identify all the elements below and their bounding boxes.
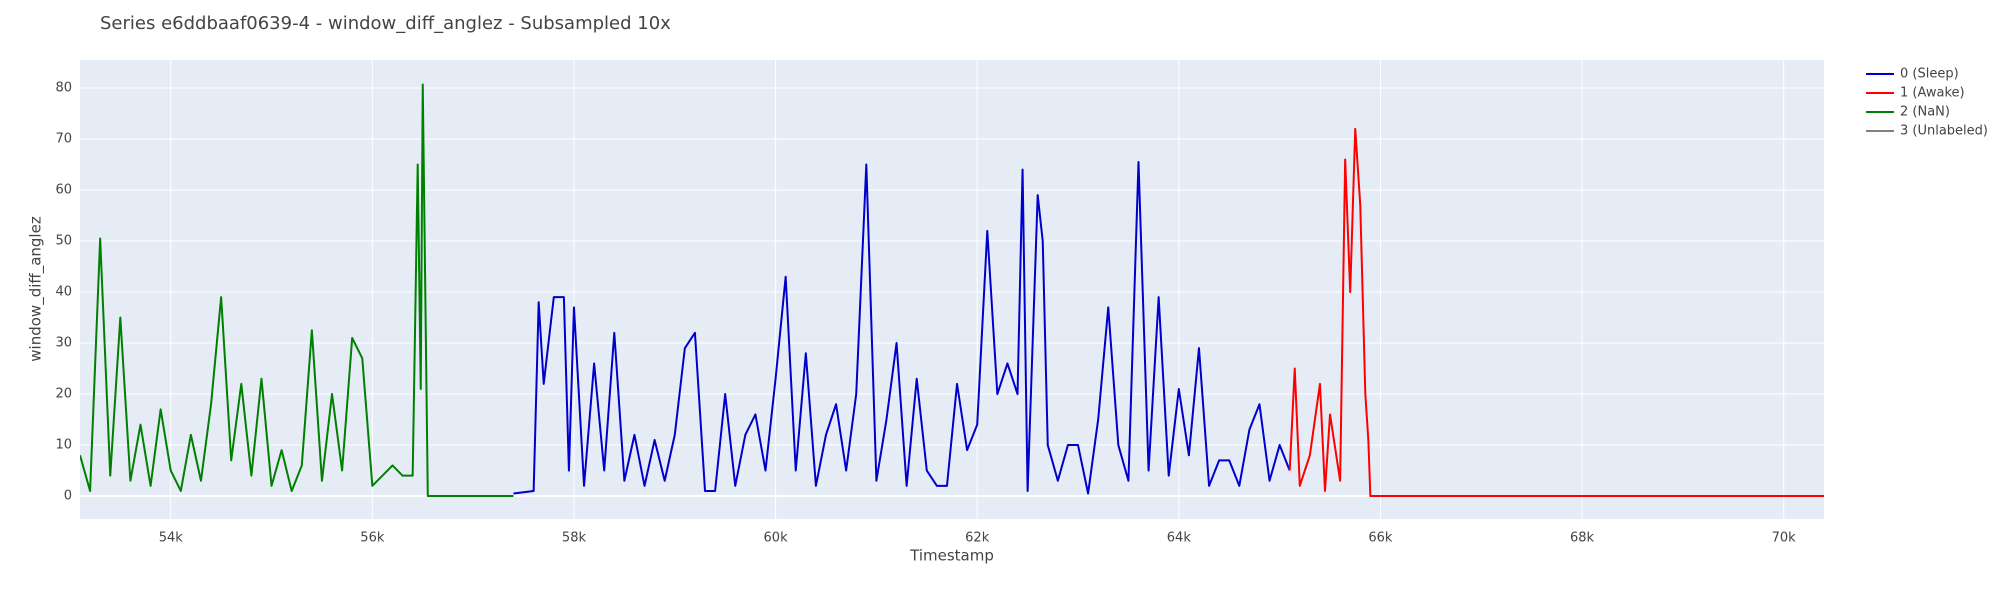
- legend-label: 0 (Sleep): [1900, 67, 1959, 82]
- y-tick-label: 20: [55, 387, 72, 402]
- x-tick-label: 66k: [1368, 531, 1393, 546]
- x-tick-label: 68k: [1570, 531, 1595, 546]
- y-tick-label: 60: [55, 183, 72, 198]
- y-tick-label: 80: [55, 81, 72, 96]
- series-line: [1288, 127, 1824, 498]
- legend-label: 2 (NaN): [1900, 105, 1950, 120]
- x-tick-label: 64k: [1167, 531, 1192, 546]
- y-tick-label: 70: [55, 132, 72, 147]
- y-tick-label: 50: [55, 234, 72, 249]
- lines: [80, 83, 1824, 498]
- chart-title: Series e6ddbaaf0639-4 - window_diff_angl…: [100, 13, 671, 34]
- y-tick-label: 0: [64, 489, 72, 504]
- x-axis-label: Timestamp: [909, 547, 994, 565]
- x-tick-label: 62k: [965, 531, 990, 546]
- x-tick-label: 60k: [764, 531, 789, 546]
- x-tick-label: 70k: [1772, 531, 1797, 546]
- x-tick-label: 56k: [360, 531, 385, 546]
- y-tick-label: 40: [55, 285, 72, 300]
- series-line: [80, 83, 514, 498]
- y-axis-label: window_diff_anglez: [27, 216, 46, 362]
- x-tick-label: 54k: [159, 531, 184, 546]
- y-tick-label: 10: [55, 438, 72, 453]
- legend-label: 1 (Awake): [1900, 86, 1965, 101]
- x-tick-label: 58k: [562, 531, 587, 546]
- y-tick-label: 30: [55, 336, 72, 351]
- legend-label: 3 (Unlabeled): [1900, 124, 1988, 139]
- plot-area: [80, 60, 1824, 519]
- series-line: [513, 161, 1291, 495]
- legend: 0 (Sleep) 1 (Awake) 2 (NaN) 3 (Unlabeled): [1866, 67, 1988, 139]
